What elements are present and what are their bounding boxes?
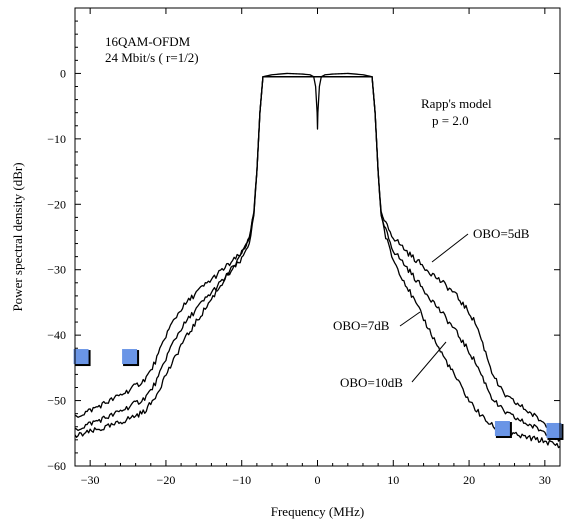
label-obo10: OBO=10dB	[340, 375, 403, 390]
x-tick-label: 10	[387, 473, 399, 487]
y-tick-label: 0	[60, 66, 66, 80]
annotation-model: Rapp's model	[421, 96, 492, 111]
x-tick-label: −10	[232, 473, 251, 487]
y-tick-label: −40	[47, 328, 66, 342]
y-tick-label: −10	[47, 132, 66, 146]
axis-ticks: −30 −20 −10 0 10 20 30 0 −10 −20 −30 −40 −50 −60	[47, 8, 561, 487]
pointer-obo7	[399, 311, 421, 327]
marker-square	[494, 421, 510, 437]
y-tick-label: −30	[47, 263, 66, 277]
x-tick-label: 30	[539, 473, 551, 487]
x-tick-label: −20	[157, 473, 176, 487]
pointer-obo10	[411, 341, 447, 383]
y-tick-label: −60	[47, 459, 66, 473]
label-obo7: OBO=7dB	[333, 318, 390, 333]
marker-square	[73, 349, 89, 365]
marker-square	[546, 422, 562, 438]
x-tick-label: −30	[81, 473, 100, 487]
series-group	[74, 72, 561, 449]
x-tick-label: 20	[463, 473, 475, 487]
series-inband	[262, 72, 373, 130]
x-tick-label: 0	[315, 473, 321, 487]
series-obo10	[74, 76, 561, 449]
y-axis-label: Power spectral density (dBr)	[10, 162, 25, 311]
label-obo5: OBO=5dB	[473, 226, 530, 241]
x-axis-label: Frequency (MHz)	[271, 504, 365, 519]
y-tick-label: −50	[47, 394, 66, 408]
marker-square	[122, 349, 138, 365]
annotation-bitrate: 24 Mbit/s ( r=1/2)	[105, 50, 199, 65]
annotation-model-param: p = 2.0	[432, 113, 469, 128]
marker-group	[73, 349, 564, 440]
y-tick-label: −20	[47, 197, 66, 211]
pointer-obo5	[431, 233, 469, 263]
annotation-modulation: 16QAM-OFDM	[105, 34, 191, 49]
plot-frame	[74, 7, 561, 467]
